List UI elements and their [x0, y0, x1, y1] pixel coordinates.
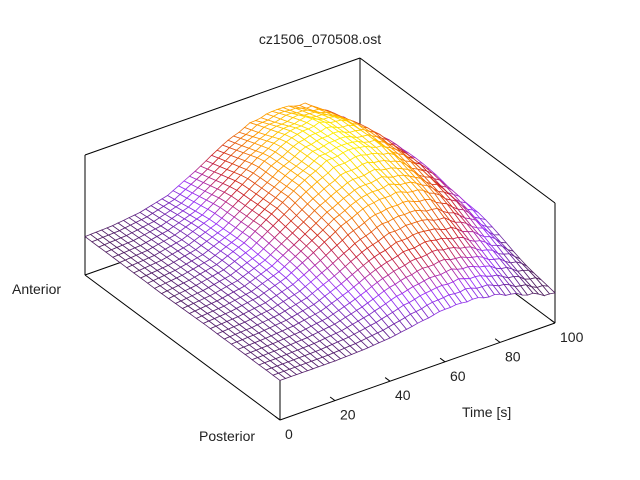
time-tick-label: 60	[450, 368, 466, 384]
anterior-label: Anterior	[12, 281, 61, 297]
box-edge	[84, 57, 361, 156]
position-axis-line	[84, 274, 281, 421]
time-tick-label: 100	[560, 329, 584, 345]
box-edge	[359, 57, 556, 204]
time-tick-label: 20	[340, 407, 356, 423]
time-tick	[494, 338, 501, 343]
x-axis-label: Time [s]	[462, 404, 511, 420]
time-tick	[549, 318, 556, 324]
time-tick	[439, 357, 446, 363]
time-tick-label: 80	[505, 348, 521, 364]
time-tick-labels: 0 20 40 60 80 100	[285, 329, 584, 442]
time-tick	[329, 396, 336, 402]
posterior-label: Posterior	[199, 428, 255, 444]
time-tick	[274, 415, 281, 421]
surface-cell	[272, 372, 287, 381]
chart-title: cz1506_070508.ost	[259, 31, 381, 47]
time-tick-label: 40	[395, 387, 411, 403]
time-axis	[84, 274, 556, 421]
time-tick	[384, 377, 391, 382]
time-axis-line	[279, 322, 556, 421]
time-tick-label: 0	[285, 426, 293, 442]
surface-mesh	[84, 102, 556, 381]
